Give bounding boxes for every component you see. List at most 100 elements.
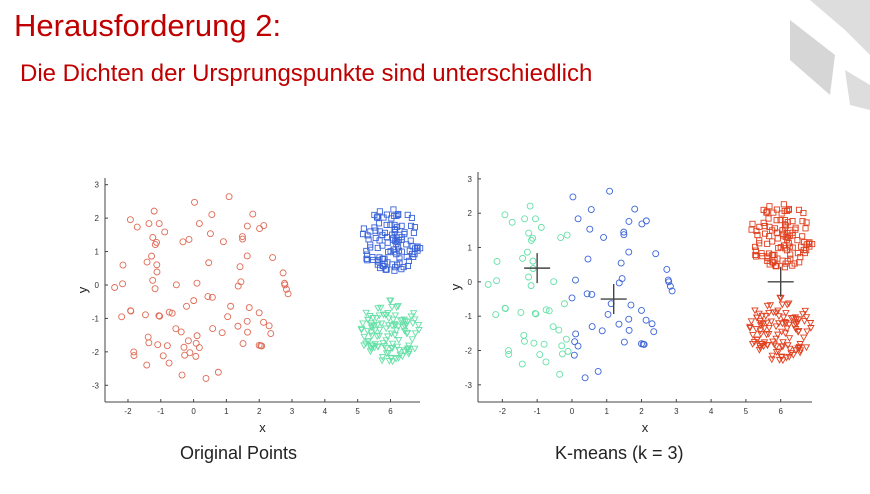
data-point: [529, 234, 537, 242]
data-point: [392, 355, 400, 363]
data-point: [763, 208, 771, 215]
data-point: [364, 232, 371, 239]
data-point: [385, 358, 394, 365]
data-point: [763, 209, 770, 216]
data-point: [773, 263, 780, 270]
data-point: [359, 231, 367, 238]
data-point: [542, 358, 550, 366]
data-point: [638, 220, 646, 228]
data-point: [785, 234, 792, 241]
data-point: [360, 342, 368, 350]
data-point: [627, 301, 635, 309]
data-point: [379, 242, 386, 249]
data-point: [260, 222, 268, 230]
data-point: [749, 332, 757, 339]
data-point: [753, 253, 760, 260]
data-point: [563, 231, 571, 239]
data-point: [768, 352, 777, 360]
data-point: [526, 202, 534, 210]
data-point: [782, 245, 789, 252]
data-point: [799, 218, 806, 225]
data-point: [572, 276, 579, 284]
data-point: [401, 229, 408, 236]
data-point: [775, 245, 782, 252]
data-point: [493, 257, 501, 265]
y-tick-label: -1: [92, 314, 100, 323]
data-point: [404, 350, 413, 358]
data-point: [762, 230, 769, 237]
data-point: [394, 336, 403, 344]
data-point: [764, 240, 771, 247]
data-point: [411, 330, 420, 338]
data-point: [161, 228, 169, 236]
data-point: [393, 343, 402, 351]
data-point: [557, 234, 565, 242]
data-point: [224, 313, 232, 321]
data-point: [392, 327, 401, 335]
data-point: [564, 347, 572, 355]
data-point: [620, 231, 628, 239]
data-point: [529, 257, 537, 265]
y-tick-label: -2: [465, 347, 473, 356]
data-point: [492, 311, 500, 319]
data-point: [574, 215, 582, 223]
data-point: [586, 225, 594, 233]
data-point: [758, 250, 765, 257]
data-point: [234, 322, 242, 330]
data-point: [782, 354, 791, 362]
data-point: [540, 340, 548, 348]
data-point: [785, 353, 793, 361]
data-point: [367, 320, 375, 328]
data-point: [779, 339, 787, 346]
data-point: [785, 321, 793, 329]
data-point: [405, 257, 413, 264]
data-point: [374, 213, 381, 220]
data-point: [407, 237, 414, 244]
data-point: [751, 307, 759, 315]
data-point: [765, 324, 773, 332]
data-point: [165, 359, 173, 367]
data-point: [395, 347, 403, 354]
data-point: [762, 331, 771, 339]
y-tick-label: 3: [468, 175, 473, 184]
data-point: [382, 344, 391, 352]
data-point: [383, 333, 392, 341]
data-point: [484, 280, 492, 288]
data-point: [383, 211, 390, 218]
y-tick-label: -3: [465, 381, 473, 390]
x-tick-label: -1: [157, 407, 165, 416]
data-point: [372, 234, 379, 242]
data-point: [149, 234, 157, 241]
data-point: [784, 230, 791, 237]
data-point: [405, 342, 413, 350]
data-point: [625, 315, 633, 323]
data-point: [785, 206, 792, 213]
data-point: [758, 312, 767, 320]
data-point: [807, 325, 815, 332]
x-tick-label: 0: [570, 407, 575, 416]
data-point: [408, 214, 415, 221]
data-point: [384, 349, 393, 357]
data-point: [558, 342, 566, 350]
data-point: [530, 339, 538, 347]
data-point: [525, 229, 533, 237]
x-tick-label: 5: [355, 407, 360, 416]
data-point: [126, 216, 134, 224]
data-point: [373, 321, 382, 329]
data-point: [783, 325, 791, 333]
data-point: [395, 247, 403, 254]
data-point: [172, 325, 180, 333]
data-point: [394, 354, 403, 362]
chart-caption-kmeans: K-means (k = 3): [555, 443, 684, 463]
data-point: [159, 352, 167, 360]
logo-shape-left: [790, 20, 835, 95]
data-point: [387, 221, 394, 228]
data-point: [549, 323, 557, 331]
data-point: [391, 212, 398, 219]
data-point: [209, 325, 217, 332]
data-point: [752, 251, 759, 259]
data-point: [518, 360, 526, 368]
data-point: [389, 316, 397, 324]
data-point: [749, 220, 756, 227]
data-point: [766, 302, 775, 310]
